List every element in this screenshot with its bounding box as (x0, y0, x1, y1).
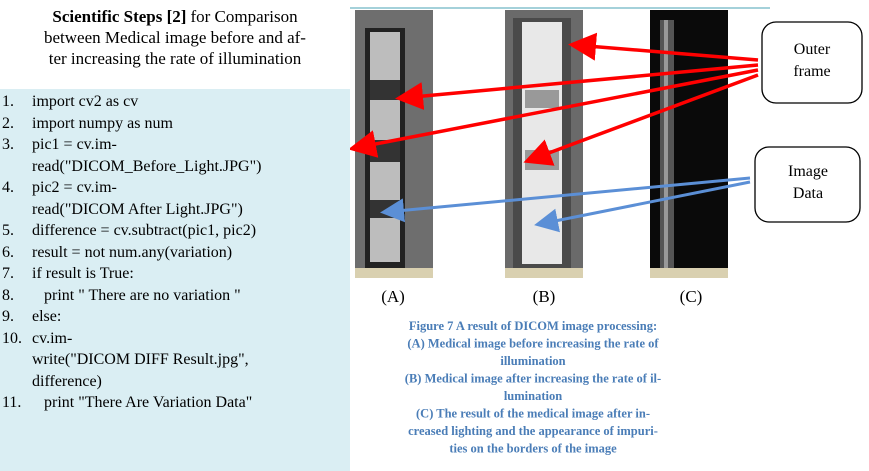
title-bold: Scientific Steps [2] (52, 7, 186, 26)
code-item: 11. print "There Are Variation Data" (0, 392, 350, 414)
code-text: if result is True: (32, 263, 350, 285)
caption: Figure 7 A result of DICOM image process… (405, 319, 661, 456)
caption-line: (C) The result of the medical image afte… (416, 407, 650, 421)
code-line: import numpy as num (32, 113, 350, 135)
code-text: else: (32, 306, 350, 328)
code-number: 4. (0, 177, 32, 220)
code-line: read("DICOM After Light.JPG") (32, 199, 350, 221)
code-line: result = not num.any(variation) (32, 242, 350, 264)
code-text: print "There Are Variation Data" (32, 392, 350, 414)
caption-line: (B) Medical image after increasing the r… (405, 372, 661, 386)
code-item: 1.import cv2 as cv (0, 91, 350, 113)
code-line: difference) (32, 371, 350, 393)
code-number: 8. (0, 285, 32, 307)
code-text: print " There are no variation " (32, 285, 350, 307)
caption-line: illumination (500, 354, 565, 368)
figure: (A) (B) (C) Figure 7 A result of DICOM i… (350, 0, 869, 471)
callout-text: frame (793, 63, 830, 80)
code-text: pic1 = cv.im-read("DICOM_Before_Light.JP… (32, 134, 350, 177)
code-text: cv.im-write("DICOM DIFF Result.jpg",diff… (32, 328, 350, 393)
code-line: else: (32, 306, 350, 328)
code-number: 9. (0, 306, 32, 328)
code-item: 5.difference = cv.subtract(pic1, pic2) (0, 220, 350, 242)
code-text: import cv2 as cv (32, 91, 350, 113)
callout-text: Image (788, 163, 828, 180)
code-item: 2.import numpy as num (0, 113, 350, 135)
code-number: 7. (0, 263, 32, 285)
code-item: 3.pic1 = cv.im-read("DICOM_Before_Light.… (0, 134, 350, 177)
code-number: 6. (0, 242, 32, 264)
callout-text: Outer (794, 41, 831, 58)
code-text: difference = cv.subtract(pic1, pic2) (32, 220, 350, 242)
code-line: cv.im- (32, 328, 350, 350)
image-c (650, 10, 728, 278)
caption-line: (A) Medical image before increasing the … (407, 337, 659, 351)
code-text: import numpy as num (32, 113, 350, 135)
panel-label: (C) (680, 287, 703, 306)
code-number: 11. (0, 392, 32, 414)
page: {"title": {"bold": "Scientific Steps [2]… (0, 0, 869, 471)
callout-text: Data (793, 185, 823, 202)
code-item: 7.if result is True: (0, 263, 350, 285)
code-item: 4.pic2 = cv.im-read("DICOM After Light.J… (0, 177, 350, 220)
code-line: pic2 = cv.im- (32, 177, 350, 199)
title-line: ter increasing the rate of illumination (0, 48, 350, 69)
code-item: 10.cv.im-write("DICOM DIFF Result.jpg",d… (0, 328, 350, 393)
code-line: print "There Are Variation Data" (32, 392, 350, 414)
code-line: read("DICOM_Before_Light.JPG") (32, 156, 350, 178)
title-line: for Comparison (190, 7, 297, 26)
code-number: 10. (0, 328, 32, 393)
code-number: 1. (0, 91, 32, 113)
code-number: 3. (0, 134, 32, 177)
code-panel: Scientific Steps [2]for Comparison betwe… (0, 0, 350, 471)
code-text: result = not num.any(variation) (32, 242, 350, 264)
code-item: 8. print " There are no variation " (0, 285, 350, 307)
panel-label: (B) (533, 287, 556, 306)
caption-line: creased lighting and the appearance of i… (408, 424, 658, 438)
code-line: import cv2 as cv (32, 91, 350, 113)
title-line: between Medical image before and af- (0, 27, 350, 48)
code-item: 6.result = not num.any(variation) (0, 242, 350, 264)
caption-line: ties on the borders of the image (449, 442, 617, 456)
code-number: 5. (0, 220, 32, 242)
title: Scientific Steps [2]for Comparison betwe… (0, 6, 350, 69)
caption-line: Figure 7 A result of DICOM image process… (409, 319, 657, 333)
code-line: pic1 = cv.im- (32, 134, 350, 156)
code-line: print " There are no variation " (32, 285, 350, 307)
code-line: difference = cv.subtract(pic1, pic2) (32, 220, 350, 242)
code-item: 9.else: (0, 306, 350, 328)
code-line: if result is True: (32, 263, 350, 285)
code-line: write("DICOM DIFF Result.jpg", (32, 349, 350, 371)
panel-label: (A) (381, 287, 405, 306)
caption-line: lumination (504, 389, 562, 403)
code-text: pic2 = cv.im-read("DICOM After Light.JPG… (32, 177, 350, 220)
code-number: 2. (0, 113, 32, 135)
